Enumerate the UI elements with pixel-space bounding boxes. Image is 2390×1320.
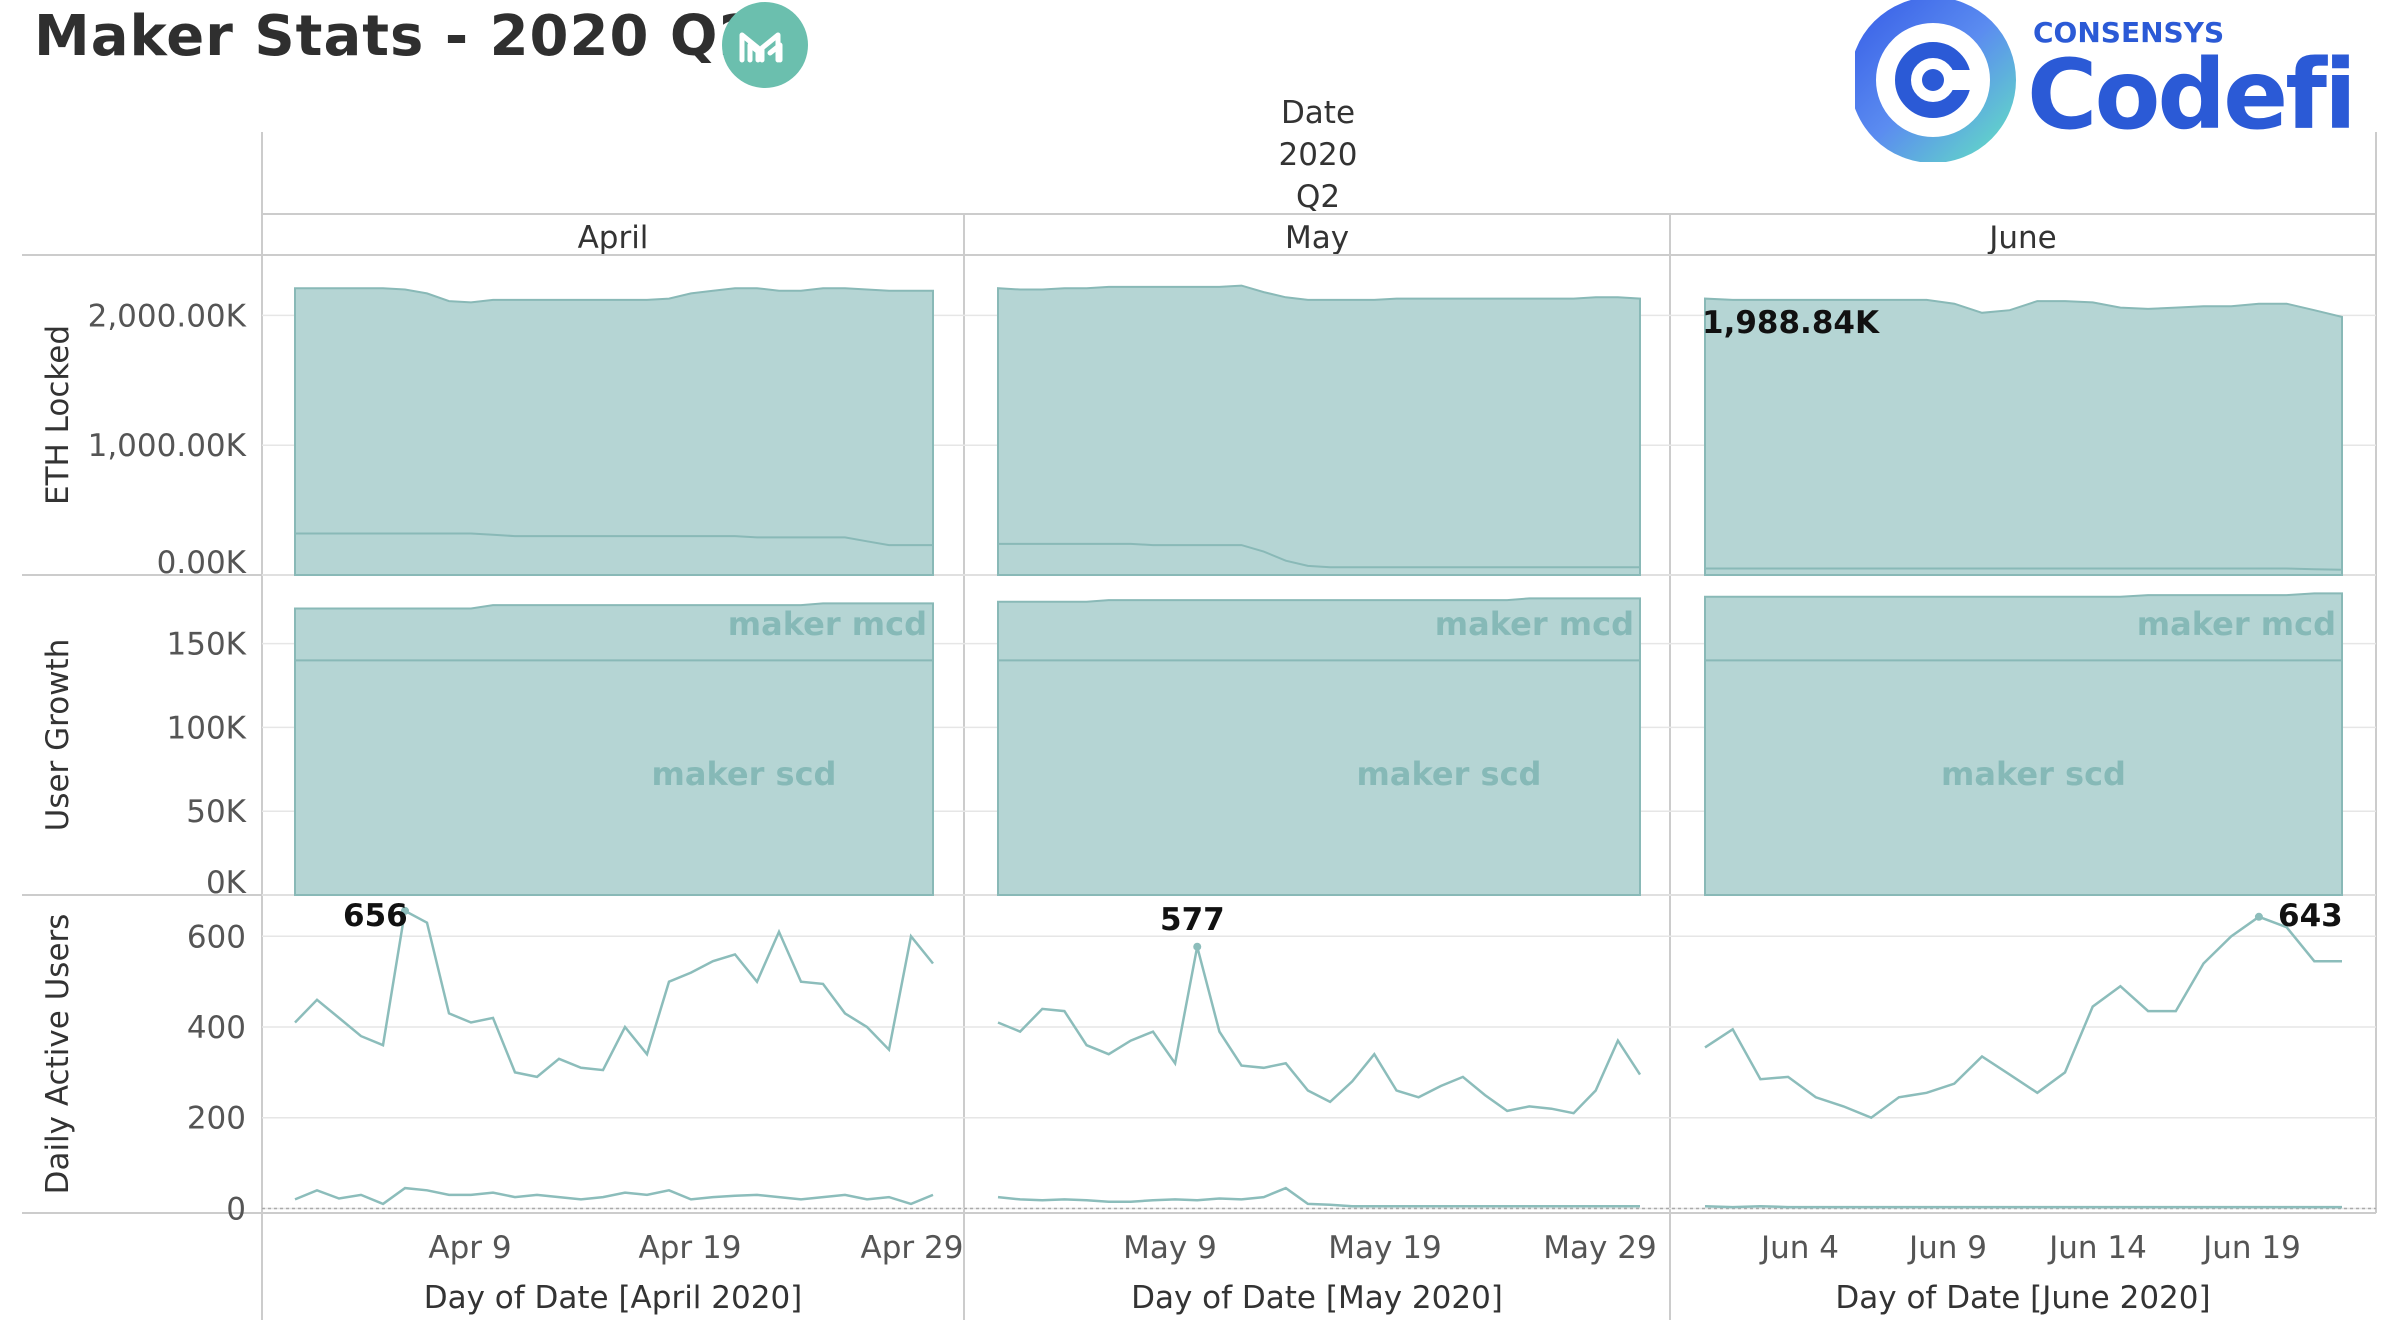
codefi-logo: CONSENSYS Codefi bbox=[1855, 0, 2357, 162]
eth-locked-scd-line-may bbox=[998, 542, 1640, 569]
y-tick-users-3: 0K bbox=[206, 865, 247, 901]
month-header-june: June bbox=[1987, 220, 2057, 256]
eth-locked-area-april bbox=[294, 287, 934, 576]
y-axis-title-dau: Daily Active Users bbox=[40, 914, 76, 1195]
dau-total-line-april bbox=[294, 908, 934, 1079]
user-growth-area-may bbox=[997, 597, 1641, 896]
quarter-header-label: Q2 bbox=[1296, 179, 1340, 215]
user-growth-area-june bbox=[1704, 592, 2343, 896]
y-tick-dau-0: 600 bbox=[187, 919, 246, 955]
x-axis-title-april: Day of Date [April 2020] bbox=[424, 1280, 803, 1316]
x-tick-april-1: Apr 19 bbox=[639, 1230, 742, 1266]
x-axis-title-june: Day of Date [June 2020] bbox=[1835, 1280, 2210, 1316]
codefi-brand: CONSENSYS bbox=[2033, 16, 2224, 49]
dau-scd-line-june bbox=[1704, 1204, 2342, 1209]
user-growth-area-april bbox=[294, 602, 934, 896]
page-title: Maker Stats - 2020 Q2 bbox=[34, 4, 759, 69]
y-tick-dau-2: 200 bbox=[187, 1101, 246, 1137]
y-tick-users-1: 100K bbox=[167, 710, 247, 746]
y-tick-dau-1: 400 bbox=[187, 1010, 246, 1046]
x-tick-may-2: May 29 bbox=[1543, 1230, 1656, 1266]
dau-max-point-april bbox=[401, 906, 409, 915]
x-tick-may-1: May 19 bbox=[1328, 1230, 1441, 1266]
area-label-scd-june: maker scd bbox=[1941, 755, 2126, 793]
codefi-name: Codefi bbox=[2027, 39, 2354, 151]
y-axis-title-users: User Growth bbox=[40, 639, 76, 832]
y-tick-eth-2: 0.00K bbox=[157, 545, 247, 581]
x-tick-june-2: Jun 14 bbox=[2047, 1230, 2147, 1266]
codefi-ring-icon bbox=[1855, 0, 2016, 162]
y-tick-users-0: 150K bbox=[167, 627, 247, 663]
y-tick-users-2: 50K bbox=[186, 794, 246, 830]
dau-total-line-may bbox=[997, 946, 1642, 1115]
eth-locked-scd-line-june bbox=[1705, 567, 2343, 571]
x-axis-title-may: Day of Date [May 2020] bbox=[1131, 1280, 1503, 1316]
eth-locked-area-may bbox=[997, 284, 1641, 576]
y-axis-title-eth: ETH Locked bbox=[40, 325, 76, 505]
area-label-mcd-may: maker mcd bbox=[1435, 605, 1634, 643]
eth-locked-scd-line-april bbox=[295, 532, 933, 547]
x-tick-june-3: Jun 19 bbox=[2201, 1230, 2301, 1266]
eth-locked-area-june bbox=[1704, 297, 2343, 576]
x-tick-april-2: Apr 29 bbox=[861, 1230, 964, 1266]
area-label-mcd-april: maker mcd bbox=[728, 605, 927, 643]
month-header-april: April bbox=[578, 220, 649, 256]
date-header-label: Date bbox=[1281, 95, 1355, 131]
dau-june-max-label: 643 bbox=[2278, 898, 2343, 934]
y-tick-dau-3: 0 bbox=[226, 1191, 246, 1227]
month-header-may: May bbox=[1285, 220, 1349, 256]
dau-scd-line-april bbox=[294, 1186, 934, 1206]
dau-max-point-june bbox=[2254, 912, 2263, 921]
x-tick-june-0: Jun 4 bbox=[1759, 1230, 1839, 1266]
dau-total-line-june bbox=[1704, 915, 2342, 1120]
area-label-scd-april: maker scd bbox=[652, 755, 837, 793]
y-tick-eth-1: 1,000.00K bbox=[88, 428, 247, 464]
dau-april-max-label: 656 bbox=[343, 898, 408, 934]
eth-june-value-label: 1,988.84K bbox=[1702, 305, 1880, 341]
x-tick-june-1: Jun 9 bbox=[1907, 1230, 1987, 1266]
dau-scd-line-may bbox=[997, 1186, 1640, 1208]
dau-may-max-label: 577 bbox=[1160, 902, 1225, 938]
year-header-label: 2020 bbox=[1279, 137, 1358, 173]
maker-logo-icon bbox=[722, 2, 808, 88]
area-label-mcd-june: maker mcd bbox=[2137, 605, 2336, 643]
y-tick-eth-0: 2,000.00K bbox=[88, 298, 247, 334]
dau-max-point-may bbox=[1193, 942, 1202, 951]
area-label-scd-may: maker scd bbox=[1357, 755, 1542, 793]
x-tick-may-0: May 9 bbox=[1123, 1230, 1217, 1266]
x-tick-april-0: Apr 9 bbox=[428, 1230, 511, 1266]
